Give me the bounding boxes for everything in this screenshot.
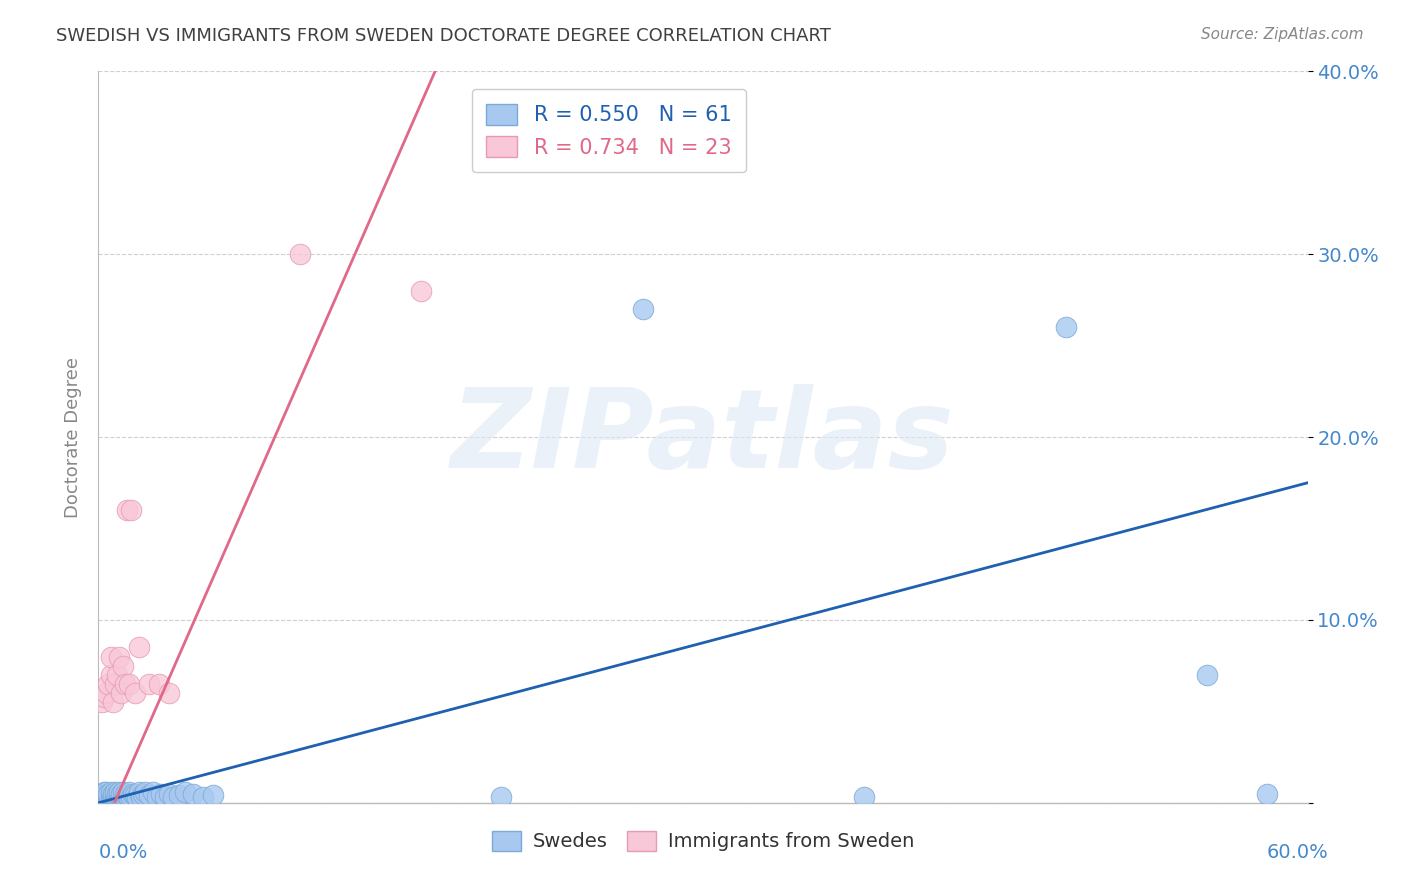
Point (93, 790, 115, 805)
Point (120, 503, 142, 517)
Point (101, 695, 124, 709)
Point (114, 677, 136, 691)
Point (1256, 787, 1278, 801)
Point (153, 790, 176, 805)
Legend: Swedes, Immigrants from Sweden: Swedes, Immigrants from Sweden (484, 822, 922, 859)
Point (118, 790, 141, 805)
Point (100, 667, 122, 681)
Point (157, 686, 180, 700)
Point (111, 785, 134, 799)
Point (107, 790, 129, 805)
Point (107, 785, 129, 799)
Point (138, 677, 160, 691)
Point (115, 503, 138, 517)
Point (114, 787, 136, 801)
Point (103, 790, 125, 805)
Point (89, 789, 111, 803)
Point (167, 789, 190, 803)
Point (111, 658, 134, 673)
Point (110, 686, 132, 700)
Point (631, 301, 654, 317)
Point (110, 790, 132, 805)
Point (157, 787, 180, 801)
Text: ZIPatlas: ZIPatlas (451, 384, 955, 491)
Point (100, 789, 122, 803)
Point (96, 789, 118, 803)
Point (181, 787, 204, 801)
Point (115, 789, 138, 803)
Point (97, 790, 120, 805)
Point (93, 789, 115, 803)
Point (97, 787, 120, 801)
Point (105, 787, 128, 801)
Point (110, 787, 132, 801)
Text: 0.0%: 0.0% (98, 843, 148, 862)
Point (121, 787, 143, 801)
Point (114, 790, 136, 805)
Point (142, 785, 165, 799)
Point (148, 677, 170, 691)
Point (107, 649, 129, 664)
Point (129, 790, 152, 805)
Point (202, 789, 225, 803)
Point (100, 785, 122, 799)
Point (134, 785, 156, 799)
Point (193, 790, 215, 805)
Point (118, 677, 141, 691)
Point (96, 785, 118, 799)
Point (93, 785, 115, 799)
Point (93, 690, 115, 704)
Y-axis label: Doctorate Degree: Doctorate Degree (63, 357, 82, 517)
Point (124, 789, 146, 803)
Point (138, 789, 160, 803)
Point (409, 284, 432, 298)
Point (103, 789, 125, 803)
Point (103, 677, 125, 691)
Point (100, 790, 122, 805)
Point (101, 787, 124, 801)
Point (100, 649, 122, 664)
Point (149, 787, 172, 801)
Point (146, 790, 169, 805)
Point (1195, 667, 1218, 681)
Point (105, 790, 128, 805)
Point (101, 790, 124, 805)
Point (1054, 320, 1077, 334)
Text: Source: ZipAtlas.com: Source: ZipAtlas.com (1201, 27, 1364, 42)
Point (96, 686, 118, 700)
Point (124, 686, 146, 700)
Point (111, 790, 134, 805)
Point (132, 787, 155, 801)
Point (118, 785, 141, 799)
Point (288, 247, 311, 261)
Point (120, 790, 142, 805)
Text: 60.0%: 60.0% (1267, 843, 1329, 862)
Point (107, 789, 129, 803)
Point (96, 790, 118, 805)
Point (91, 787, 114, 801)
Point (91, 695, 114, 709)
Point (491, 790, 513, 805)
Point (97, 789, 120, 803)
Point (97, 677, 120, 691)
Point (91, 790, 114, 805)
Point (128, 640, 150, 655)
Point (853, 790, 876, 805)
Point (103, 785, 125, 799)
Point (174, 785, 197, 799)
Point (101, 789, 124, 803)
Point (105, 667, 128, 681)
Text: SWEDISH VS IMMIGRANTS FROM SWEDEN DOCTORATE DEGREE CORRELATION CHART: SWEDISH VS IMMIGRANTS FROM SWEDEN DOCTOR… (56, 27, 831, 45)
Point (128, 785, 150, 799)
Point (162, 790, 184, 805)
Point (125, 790, 148, 805)
